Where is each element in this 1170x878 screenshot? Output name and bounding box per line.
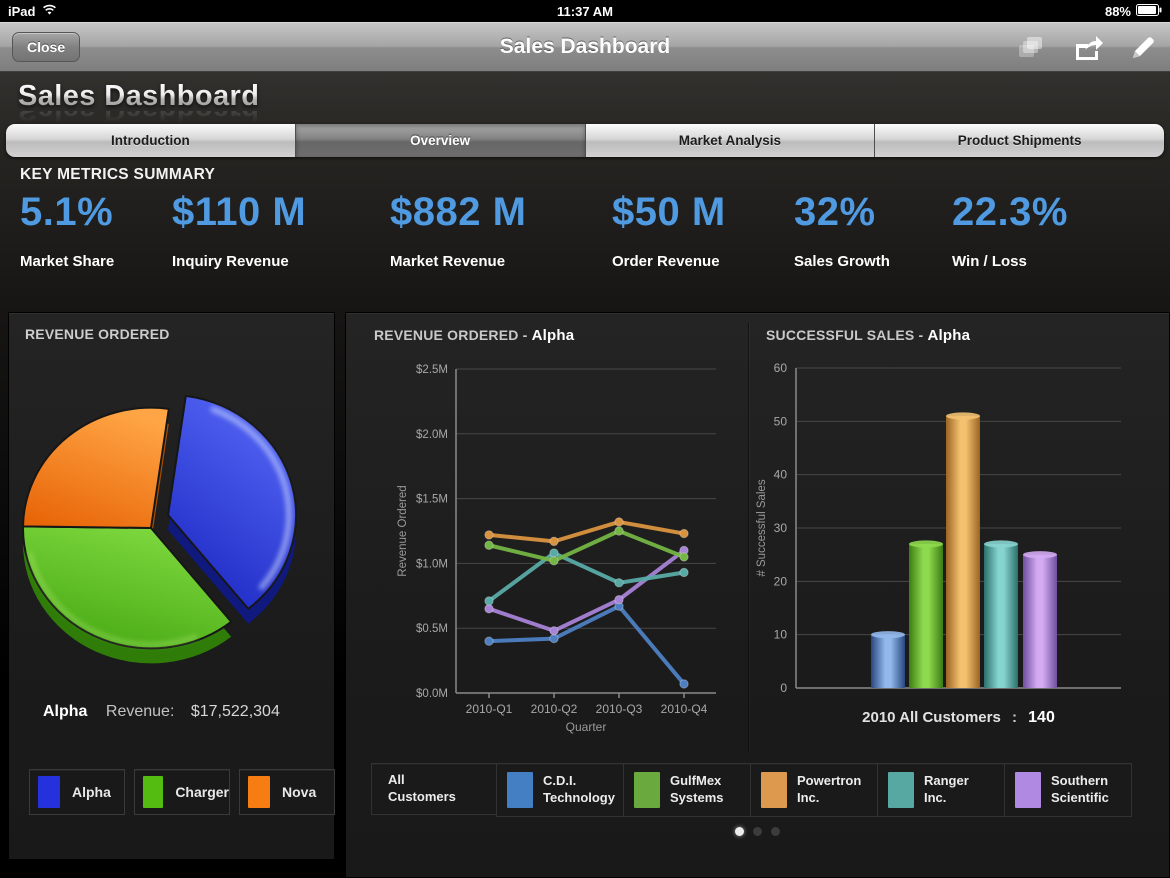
metric-order-revenue: $50 M Order Revenue — [612, 190, 726, 270]
series-gulfmex-systems — [484, 526, 689, 566]
series-ranger-inc- — [484, 548, 689, 606]
nova-color-swatch — [248, 776, 270, 808]
bar-southern-scientific — [1023, 554, 1057, 688]
filter-all-customers[interactable]: All Customers — [371, 763, 497, 815]
page-dot-3[interactable] — [771, 827, 780, 836]
svg-text:Revenue Ordered: Revenue Ordered — [397, 485, 409, 576]
panel-divider — [748, 323, 749, 753]
series-powertron-inc- — [484, 517, 689, 547]
ranger-color-swatch — [888, 772, 914, 808]
page-title: Sales Dashboard — [18, 80, 260, 112]
pie-revenue-value: $17,522,304 — [190, 703, 280, 720]
pie-selected-name: Alpha — [43, 703, 88, 720]
key-metrics-row: 5.1% Market Share $110 M Inquiry Revenue… — [20, 190, 1112, 270]
legend-item-alpha[interactable]: Alpha — [29, 769, 125, 815]
close-button[interactable]: Close — [12, 32, 81, 62]
svg-text:$1.5M: $1.5M — [416, 494, 448, 506]
pie-revenue-label: Revenue: — [105, 703, 175, 720]
key-metrics-title: KEY METRICS SUMMARY — [20, 166, 216, 183]
clock: 11:37 AM — [557, 3, 613, 19]
gulfmex-color-swatch — [634, 772, 660, 808]
filter-ranger-inc[interactable]: Ranger Inc. — [877, 763, 1005, 817]
svg-text:# Successful Sales: # Successful Sales — [756, 479, 768, 576]
filter-cdi-technology[interactable]: C.D.I. Technology — [496, 763, 624, 817]
tab-product-shipments[interactable]: Product Shipments — [874, 124, 1164, 157]
svg-text:2010-Q4: 2010-Q4 — [661, 702, 708, 716]
battery-icon — [1136, 3, 1162, 19]
alpha-charts-panel: REVENUE ORDERED - Alpha SUCCESSFUL SALES… — [345, 312, 1170, 878]
svg-text:40: 40 — [774, 468, 788, 482]
pages-icon[interactable] — [1016, 36, 1046, 60]
svg-text:50: 50 — [774, 414, 788, 428]
battery-percent: 88% — [1104, 3, 1131, 19]
cdi-color-swatch — [507, 772, 533, 808]
page-dot-1[interactable] — [735, 827, 744, 836]
wifi-icon — [41, 3, 58, 19]
revenue-ordered-panel: REVENUE ORDERED Alpha Revenue: $17,522,3… — [8, 312, 335, 860]
device-label: iPad — [8, 3, 36, 19]
legend-item-nova[interactable]: Nova — [239, 769, 335, 815]
svg-text:0: 0 — [780, 681, 787, 695]
powertron-color-swatch — [761, 772, 787, 808]
metric-win-loss: 22.3% Win / Loss — [952, 190, 1068, 270]
pie-slice-nova — [22, 406, 170, 529]
section-tab-bar: Introduction Overview Market Analysis Pr… — [6, 124, 1164, 157]
svg-text:10: 10 — [774, 628, 788, 642]
svg-text:$1.0M: $1.0M — [416, 558, 448, 570]
charger-color-swatch — [143, 776, 164, 808]
status-bar: iPad 11:37 AM 88% — [0, 0, 1170, 22]
svg-text:2010-Q2: 2010-Q2 — [531, 702, 578, 716]
svg-text:$0.5M: $0.5M — [416, 623, 448, 635]
page-indicator-dots — [346, 827, 1169, 836]
svg-text:30: 30 — [774, 521, 788, 535]
svg-text:$2.5M: $2.5M — [416, 364, 448, 376]
svg-text:20: 20 — [774, 574, 788, 588]
pie-legend: Alpha Charger Nova — [29, 769, 335, 815]
filter-southern-scientific[interactable]: Southern Scientific — [1004, 763, 1132, 817]
bar-powertron-inc- — [946, 416, 980, 688]
bar-gulfmex-systems — [909, 544, 943, 688]
successful-sales-bar-chart[interactable]: 0 10 20 30 40 50 60 # Successful Sales — [751, 347, 1166, 772]
navigation-bar: Close Sales Dashboard — [0, 22, 1170, 72]
legend-item-charger[interactable]: Charger — [134, 769, 230, 815]
dashboard-content: Sales Dashboard Sales Dashboard Introduc… — [0, 72, 1170, 878]
svg-text:Quarter: Quarter — [566, 720, 607, 734]
metric-market-revenue: $882 M Market Revenue — [390, 190, 527, 270]
bar-chart-caption: 2010 All Customers : 140 — [862, 709, 1055, 726]
bar-ranger-inc- — [984, 544, 1018, 688]
svg-text:2010-Q3: 2010-Q3 — [596, 702, 643, 716]
alpha-color-swatch — [38, 776, 60, 808]
svg-text:$2.0M: $2.0M — [416, 429, 448, 441]
metric-sales-growth: 32% Sales Growth — [794, 190, 890, 270]
line-chart-title: REVENUE ORDERED - Alpha — [374, 327, 575, 344]
edit-pencil-icon[interactable] — [1130, 36, 1156, 61]
nav-title: Sales Dashboard — [499, 35, 671, 58]
page-dot-2[interactable] — [753, 827, 762, 836]
metric-inquiry-revenue: $110 M Inquiry Revenue — [172, 190, 307, 270]
svg-text:$0.0M: $0.0M — [416, 688, 448, 700]
svg-text:2010-Q1: 2010-Q1 — [466, 702, 513, 716]
bar-chart-title: SUCCESSFUL SALES - Alpha — [766, 327, 971, 344]
customer-filter-legend: All Customers C.D.I. Technology GulfMex … — [371, 763, 1132, 817]
pie-selected-caption: Alpha Revenue: $17,522,304 — [43, 703, 280, 721]
tab-market-analysis[interactable]: Market Analysis — [584, 124, 875, 157]
tab-overview[interactable]: Overview — [294, 124, 585, 157]
tab-introduction[interactable]: Introduction — [6, 124, 295, 157]
revenue-ordered-line-chart[interactable]: $0.0M $0.5M $1.0M $1.5M $2.0M $2.5M 2010-Q1 201… — [354, 347, 754, 772]
revenue-pie-chart[interactable] — [11, 353, 333, 693]
share-icon[interactable] — [1072, 35, 1104, 61]
southern-color-swatch — [1015, 772, 1041, 808]
pie-chart-title: REVENUE ORDERED — [25, 326, 170, 342]
metric-market-share: 5.1% Market Share — [20, 190, 115, 270]
bar-c-d-i-technology — [871, 634, 905, 688]
series-southern-scientific — [484, 545, 689, 636]
svg-text:60: 60 — [774, 361, 788, 375]
filter-powertron-inc[interactable]: Powertron Inc. — [750, 763, 878, 817]
filter-gulfmex-systems[interactable]: GulfMex Systems — [623, 763, 751, 817]
